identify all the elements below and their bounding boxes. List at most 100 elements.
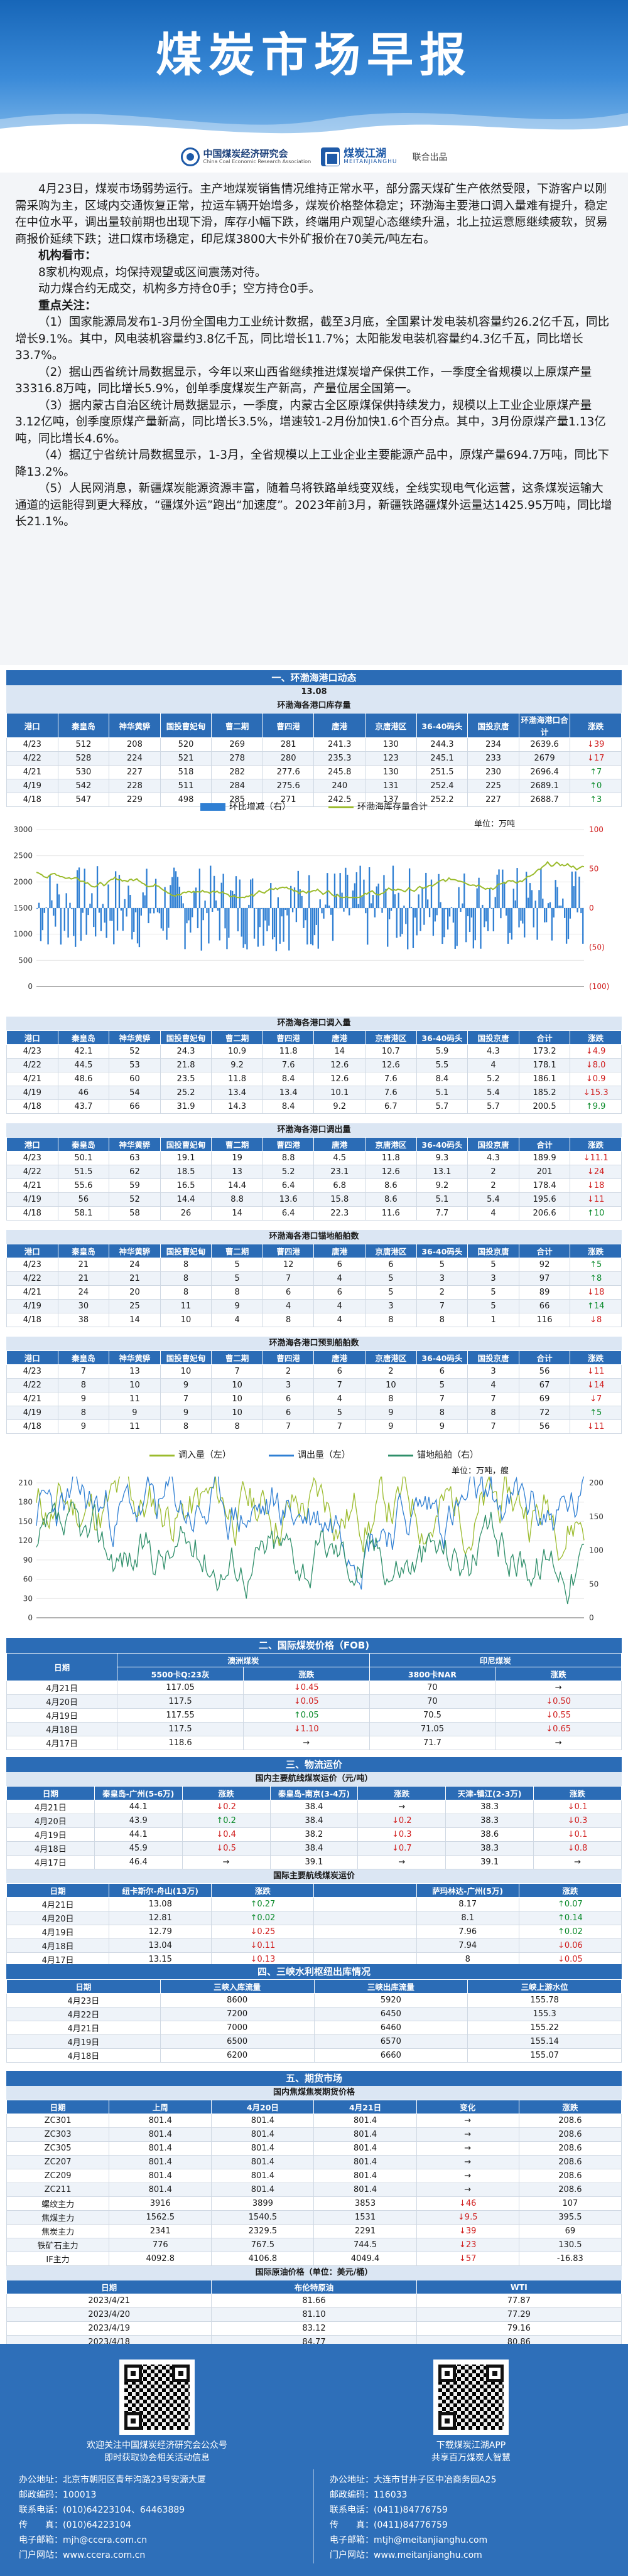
change-cell: → (533, 1855, 622, 1869)
table-cell: 8600 (160, 1993, 315, 2007)
table-cell: 焦煤主力 (6, 2210, 110, 2225)
table-cell: 131 (365, 779, 417, 793)
table-cell: 234 (467, 737, 519, 752)
col-header: 秦皇岛 (57, 1030, 110, 1045)
table-cell: 185.2 (518, 1086, 571, 1100)
change-cell: ↑0.05 (242, 1708, 370, 1723)
change-bar (84, 868, 85, 908)
change-bar (259, 908, 261, 927)
table-cell: 3 (416, 1271, 468, 1286)
table-cell: 14 (211, 1206, 263, 1221)
table-row: ZC305 801.4 801.4 801.4 → 208.6 (6, 2141, 622, 2156)
table-cell: 801.4 (109, 2155, 212, 2169)
change-bar (144, 895, 146, 908)
change-bar (315, 908, 318, 925)
table-cell: 58 (109, 1206, 161, 1221)
change-bar (51, 900, 53, 908)
change-bar (420, 908, 421, 931)
change-bar (333, 874, 336, 908)
table-cell: 8 (160, 1419, 212, 1434)
table-cell: 3 (467, 1271, 519, 1286)
table-cell: 4 (313, 1299, 366, 1313)
table-cell: 801.4 (313, 2155, 417, 2169)
col-header: 唐港 (313, 1244, 366, 1258)
table-cell: 245.1 (416, 751, 468, 766)
table-cell: 4/21 (6, 1072, 58, 1086)
change-bar (104, 908, 106, 923)
table-cell: 245.8 (313, 765, 366, 779)
table-cell: 2023/4/21 (6, 2294, 212, 2308)
table-cell: 275.6 (262, 779, 315, 793)
table-cell: 7 (467, 1419, 519, 1434)
change-bar (462, 903, 463, 908)
table-cell: 4 (467, 1058, 519, 1072)
table-cell: 44.5 (57, 1058, 110, 1072)
table-cell: 13.04 (109, 1938, 212, 1953)
change-bar (91, 893, 93, 908)
port-outflow-table: 港口 秦皇岛 神华黄骅 国投曹妃甸 曹二期 曹四港 唐港 京唐港区 36-40码头 国投京唐 合计涨… (6, 1137, 622, 1221)
change-bar (421, 887, 423, 908)
change-bar (55, 908, 57, 927)
table-cell: 282 (211, 765, 263, 779)
table-cell: 7 (262, 1419, 315, 1434)
change-cell: → (357, 1800, 447, 1814)
change-cell: ↓57 (416, 2252, 519, 2266)
table-cell: 7 (313, 1378, 366, 1392)
table-cell: 241.3 (313, 737, 366, 752)
change-bar (76, 870, 78, 908)
table-cell: 271 (262, 793, 315, 807)
change-bar (425, 872, 427, 908)
table-cell: 25 (109, 1299, 161, 1313)
change-bar (102, 904, 104, 908)
col-header: 曹二期 (211, 1350, 263, 1365)
change-bar (504, 882, 506, 908)
table-cell: 11.6 (365, 1206, 417, 1221)
change-cell: → (357, 1855, 447, 1869)
col-header: 国投曹妃甸 (160, 1030, 212, 1045)
table-cell (313, 1938, 417, 1953)
change-bar (567, 908, 570, 939)
legend-item-outflow: 调出量（左） (269, 1448, 350, 1461)
change-bar (197, 908, 199, 929)
table-cell: 542 (57, 779, 110, 793)
table-cell: 7.7 (416, 1206, 468, 1221)
summary-paragraph: 4月23日，煤炭市场弱势运行。主产地煤炭销售情况维持正常水平，部分露天煤矿生产依… (15, 183, 608, 246)
change-bar (527, 897, 529, 908)
change-cell: → (416, 2183, 519, 2197)
change-cell: ↓39 (416, 2224, 519, 2238)
table-cell: 7 (313, 1419, 366, 1434)
table-cell: 8 (416, 1406, 468, 1420)
table-cell: 71.7 (369, 1736, 496, 1750)
table-cell: 4月23日 (6, 1993, 161, 2007)
table-cell: 45.9 (94, 1841, 183, 1856)
table-cell: 155.22 (467, 2021, 622, 2035)
change-bar (484, 908, 485, 927)
change-bar (372, 895, 374, 908)
table-cell: 46.4 (94, 1855, 183, 1869)
table-cell: 201 (518, 1165, 571, 1179)
table-cell: 7 (416, 1299, 468, 1313)
org-a-logo: 中国煤炭经济研究会 China Coal Economic Research A… (180, 147, 311, 166)
change-bar (450, 907, 453, 908)
table-cell: 278 (211, 751, 263, 766)
change-bar (573, 886, 575, 908)
table-cell: 801.4 (313, 2169, 417, 2183)
table-cell: 3916 (109, 2196, 212, 2211)
y2-tick-label: 0 (589, 1613, 594, 1622)
change-bar (582, 908, 584, 944)
y-tick-label: 180 (18, 1498, 33, 1507)
col-header: 曹二期 (211, 1137, 263, 1152)
change-bar (482, 904, 484, 908)
change-bar (176, 877, 179, 908)
table-cell: 4月20日 (6, 1694, 118, 1709)
change-cell: ↓0.8 (533, 1841, 622, 1856)
table-cell: 56 (518, 1364, 571, 1379)
legend-item-inflow: 调入量（左） (149, 1448, 231, 1461)
col-header: 国投京唐 (467, 1137, 519, 1152)
table-cell: 4 (262, 1299, 315, 1313)
joint-label: 联合出品 (412, 152, 448, 163)
table-cell: 30 (57, 1299, 110, 1313)
change-bar (226, 908, 228, 949)
change-bar (215, 900, 217, 908)
table-cell: 10 (160, 1364, 212, 1379)
